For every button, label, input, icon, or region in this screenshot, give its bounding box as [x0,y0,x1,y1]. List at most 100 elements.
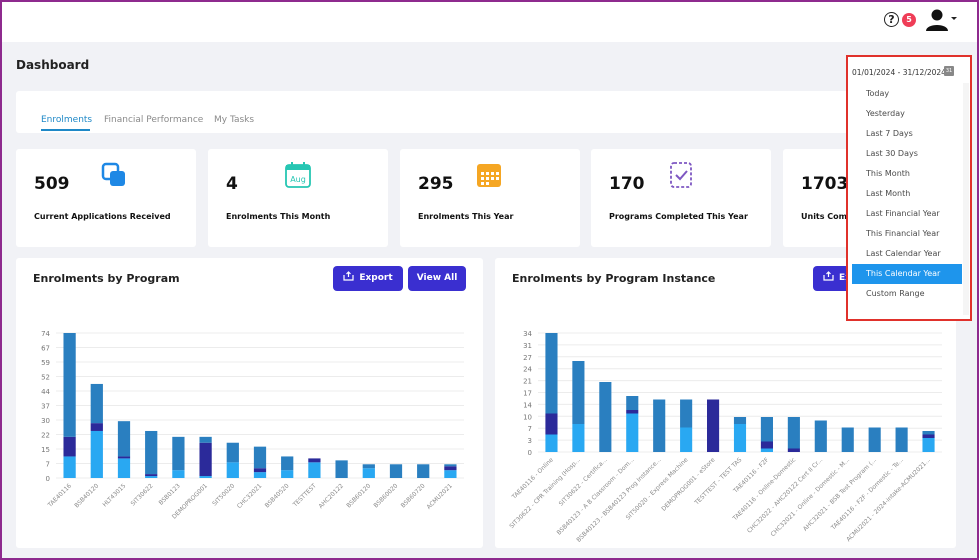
bar-segment[interactable] [199,442,212,477]
bar-segment[interactable] [172,436,185,471]
bar-segment[interactable] [922,438,935,452]
bar-segment[interactable] [172,470,185,478]
date-range-option[interactable]: Today [866,89,890,98]
date-range-option[interactable]: This Calendar Year [852,264,962,284]
stat-label: Enrolments This Year [418,212,514,221]
stat-card-enrolments-year[interactable]: 295 Enrolments This Year [400,149,580,247]
bar-segment[interactable] [117,456,131,459]
bar-segment[interactable] [145,474,158,477]
bar-segment[interactable] [226,462,239,478]
bar-segment[interactable] [253,472,267,478]
bar-segment[interactable] [545,434,558,453]
bar-segment[interactable] [335,460,348,478]
bar-segment[interactable] [90,430,103,478]
bar-segment[interactable] [572,424,585,452]
calendar-year-icon [477,164,501,187]
export-button[interactable]: Export [333,266,403,291]
x-tick-label: AHC20122 [318,482,346,510]
bar-segment[interactable] [417,464,430,478]
bar-segment[interactable] [308,458,321,463]
bar-segment[interactable] [626,413,639,453]
dropdown-scrollbar[interactable] [963,83,969,315]
bar-segment[interactable] [787,448,800,453]
x-tick-label: DEMOPROG001 - eStore [660,456,716,512]
date-range-option[interactable]: Last Financial Year [866,209,940,218]
bar-segment[interactable] [281,456,294,471]
bar-segment[interactable] [226,442,239,463]
bar-segment[interactable] [787,417,800,449]
bar-segment[interactable] [680,427,693,453]
bar-segment[interactable] [362,464,375,469]
bar-segment[interactable] [308,462,321,478]
bar-segment[interactable] [545,413,558,435]
bar-segment[interactable] [922,434,935,439]
bar-segment[interactable] [444,470,457,478]
tab-my-tasks[interactable]: My Tasks [214,115,255,125]
bar-segment[interactable] [63,333,76,437]
stat-card-enrolments-month[interactable]: 4 Aug Enrolments This Month [208,149,388,247]
bar-segment[interactable] [733,424,747,452]
bar-segment[interactable] [253,446,267,469]
user-avatar-icon[interactable] [924,8,950,32]
bar-segment[interactable] [63,456,76,478]
bar-segment[interactable] [814,420,827,453]
bar-segment[interactable] [680,399,693,428]
date-range-option[interactable]: Last 30 Days [866,149,918,158]
bar-segment[interactable] [760,448,773,453]
bar-segment[interactable] [444,464,457,467]
bar-segment[interactable] [653,399,666,453]
y-tick-label: 31 [523,342,532,350]
bar-segment[interactable] [63,436,76,457]
question-circle-icon[interactable]: ? [884,12,899,27]
y-tick-label: 17 [523,390,532,398]
notification-badge[interactable]: 5 [902,13,916,27]
chevron-down-icon[interactable] [951,17,957,20]
bar-segment[interactable] [117,458,131,478]
y-tick-label: 37 [41,403,50,411]
date-range-option[interactable]: Yesterday [866,109,905,118]
y-tick-label: 3 [528,437,532,445]
bar-segment[interactable] [895,427,908,453]
bar-segment[interactable] [199,436,212,443]
date-range-option[interactable]: This Month [866,169,910,178]
x-tick-label: ACMU2021 [426,482,454,510]
stat-card-applications[interactable]: 509 Current Applications Received [16,149,196,247]
bar-segment[interactable] [572,361,585,424]
bar-segment[interactable] [733,417,747,424]
bar-segment[interactable] [841,427,854,453]
bar-segment[interactable] [90,383,103,424]
date-range-option[interactable]: This Financial Year [866,229,940,238]
date-range-option[interactable]: Custom Range [866,289,925,298]
bar-segment[interactable] [145,430,158,475]
bar-segment[interactable] [868,427,881,453]
bar-segment[interactable] [362,468,375,478]
bar-segment[interactable] [760,417,773,442]
bar-segment[interactable] [389,464,403,478]
date-range-option[interactable]: Last 7 Days [866,129,913,138]
x-tick-label: BSB60120 [345,482,372,509]
view-all-button[interactable]: View All [408,266,466,291]
date-range-dropdown[interactable]: 01/01/2024 - 31/12/2024 31 Today Yesterda… [846,55,972,321]
date-range-option[interactable]: Last Month [866,189,911,198]
bar-segment[interactable] [145,476,158,478]
bar-segment[interactable] [760,441,773,449]
calendar-icon[interactable]: 31 [944,66,954,76]
bar-segment[interactable] [707,399,720,453]
date-range-value[interactable]: 01/01/2024 - 31/12/2024 [852,68,946,77]
bar-segment[interactable] [444,466,457,471]
bar-segment[interactable] [117,421,131,457]
bar-segment[interactable] [922,431,935,435]
bar-segment[interactable] [281,470,294,478]
bar-segment[interactable] [626,410,639,414]
bar-segment[interactable] [199,476,212,478]
bar-segment[interactable] [253,468,267,473]
tab-enrolments[interactable]: Enrolments [41,115,93,125]
bar-segment[interactable] [626,396,639,410]
tab-financial-performance[interactable]: Financial Performance [104,115,204,125]
stat-card-programs-completed[interactable]: 170 Programs Completed This Year [591,149,771,247]
bar-segment[interactable] [90,423,103,431]
y-tick-label: 74 [41,330,50,338]
bar-segment[interactable] [545,333,558,414]
date-range-option[interactable]: Last Calendar Year [866,249,941,258]
bar-segment[interactable] [599,382,612,452]
